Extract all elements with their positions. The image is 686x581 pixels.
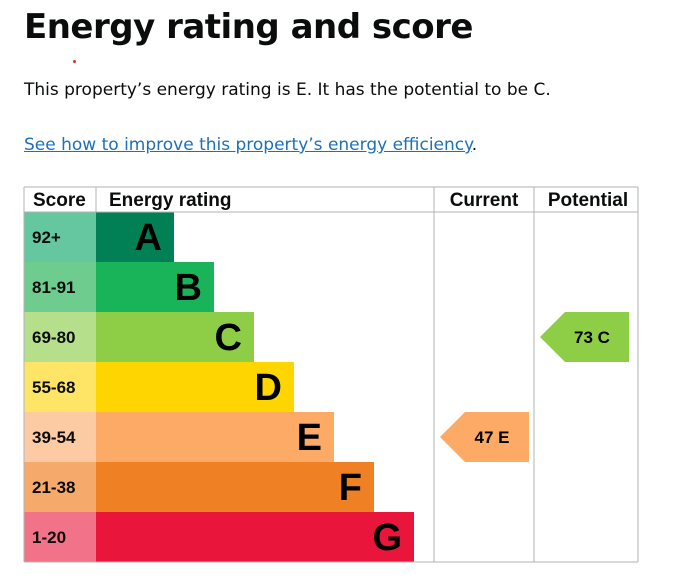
header-energy-rating: Energy rating xyxy=(109,190,231,211)
band-letter-b: B xyxy=(175,267,202,309)
current-rating-pointer-label: 47 E xyxy=(475,428,510,447)
band-letter-d: D xyxy=(255,367,282,409)
band-bar-f xyxy=(96,462,374,512)
score-range-d: 55-68 xyxy=(32,378,75,397)
band-bar-a xyxy=(96,212,174,262)
band-bar-b xyxy=(96,262,214,312)
score-cell-a xyxy=(24,212,96,262)
potential-rating-pointer-label: 73 C xyxy=(574,328,610,347)
band-bar-d xyxy=(96,362,294,412)
score-range-g: 1-20 xyxy=(32,528,66,547)
band-bar-c xyxy=(96,312,254,362)
improve-efficiency-link[interactable]: See how to improve this property’s energ… xyxy=(24,135,472,155)
page-title: Energy rating and score xyxy=(24,7,474,47)
score-cell-c xyxy=(24,312,96,362)
potential-rating-pointer xyxy=(540,312,629,362)
band-letter-c: C xyxy=(215,317,242,359)
header-potential: Potential xyxy=(548,190,628,211)
link-suffix: . xyxy=(471,135,478,155)
band-letter-f: F xyxy=(339,467,362,509)
score-cell-f xyxy=(24,462,96,512)
score-range-e: 39-54 xyxy=(32,428,76,447)
band-bar-e xyxy=(96,412,334,462)
grid-layer xyxy=(23,186,639,563)
score-cell-e xyxy=(24,412,96,462)
band-bar-g xyxy=(96,512,414,562)
header-current: Current xyxy=(450,190,519,211)
score-cell-b xyxy=(24,262,96,312)
score-range-a: 92+ xyxy=(32,228,61,247)
current-rating-pointer xyxy=(440,412,529,462)
header-score: Score xyxy=(33,190,86,211)
band-letter-g: G xyxy=(372,517,402,559)
band-letter-e: E xyxy=(297,417,322,459)
score-range-f: 21-38 xyxy=(32,478,75,497)
score-range-b: 81-91 xyxy=(32,278,75,297)
score-cell-g xyxy=(24,512,96,562)
rating-summary: This property’s energy rating is E. It h… xyxy=(24,80,551,100)
score-range-c: 69-80 xyxy=(32,328,75,347)
decorative-dot xyxy=(73,60,76,63)
band-letter-a: A xyxy=(135,217,162,259)
score-cell-d xyxy=(24,362,96,412)
improve-paragraph: See how to improve this property’s energ… xyxy=(24,135,477,155)
bands-layer: 92+ A 81-91 B 69-80 C 55-68 D 39-54 E 21-38 F 1-20 G xyxy=(24,212,414,562)
pointers-layer: 47 E 73 C xyxy=(440,312,629,462)
